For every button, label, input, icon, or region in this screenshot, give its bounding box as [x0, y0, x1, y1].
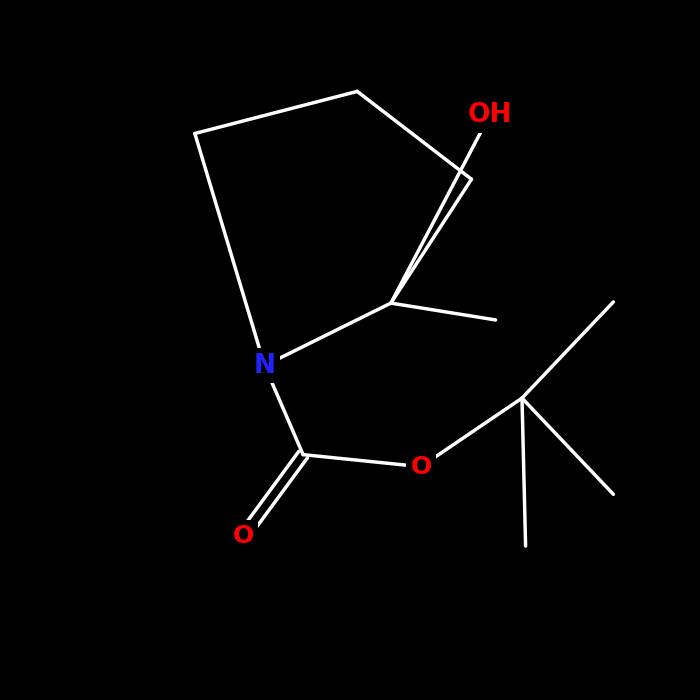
Text: OH: OH: [468, 102, 512, 129]
Text: O: O: [232, 524, 253, 548]
Text: N: N: [253, 353, 276, 379]
Text: O: O: [410, 455, 432, 479]
